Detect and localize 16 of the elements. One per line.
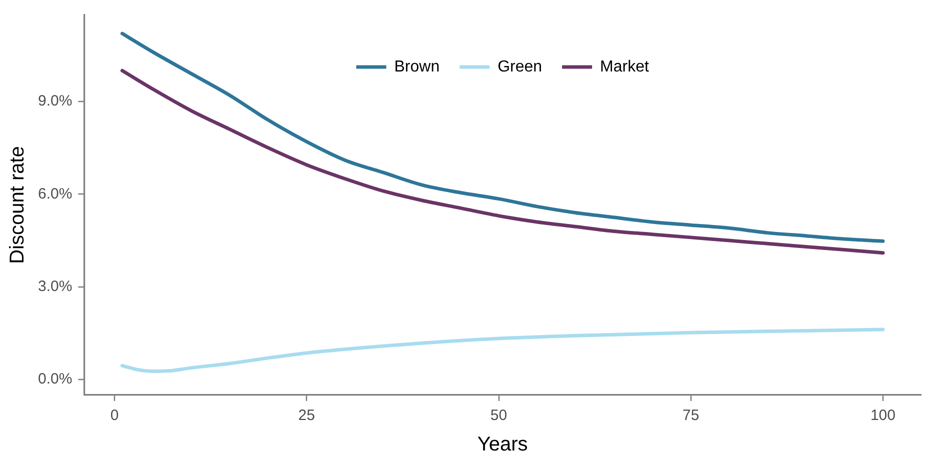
- line-series: [120, 32, 885, 243]
- legend-label: Green: [498, 58, 542, 76]
- y-tick-label: 9.0%: [38, 92, 72, 110]
- x-axis-title: Years: [477, 434, 528, 456]
- legend-label: Market: [600, 58, 650, 76]
- x-tick-label: 0: [110, 407, 119, 424]
- y-axis-title: Discount rate: [6, 146, 29, 264]
- line-series: [120, 328, 885, 373]
- x-tick-label: 75: [682, 407, 700, 424]
- y-tick-label: 6.0%: [38, 185, 72, 202]
- x-tick-label: 50: [490, 407, 508, 424]
- legend-label: Brown: [394, 58, 440, 76]
- x-tick-label: 100: [870, 407, 896, 424]
- y-tick-label: 3.0%: [38, 278, 72, 296]
- x-tick-label: 25: [298, 407, 315, 424]
- y-tick-label: 0.0%: [38, 370, 72, 388]
